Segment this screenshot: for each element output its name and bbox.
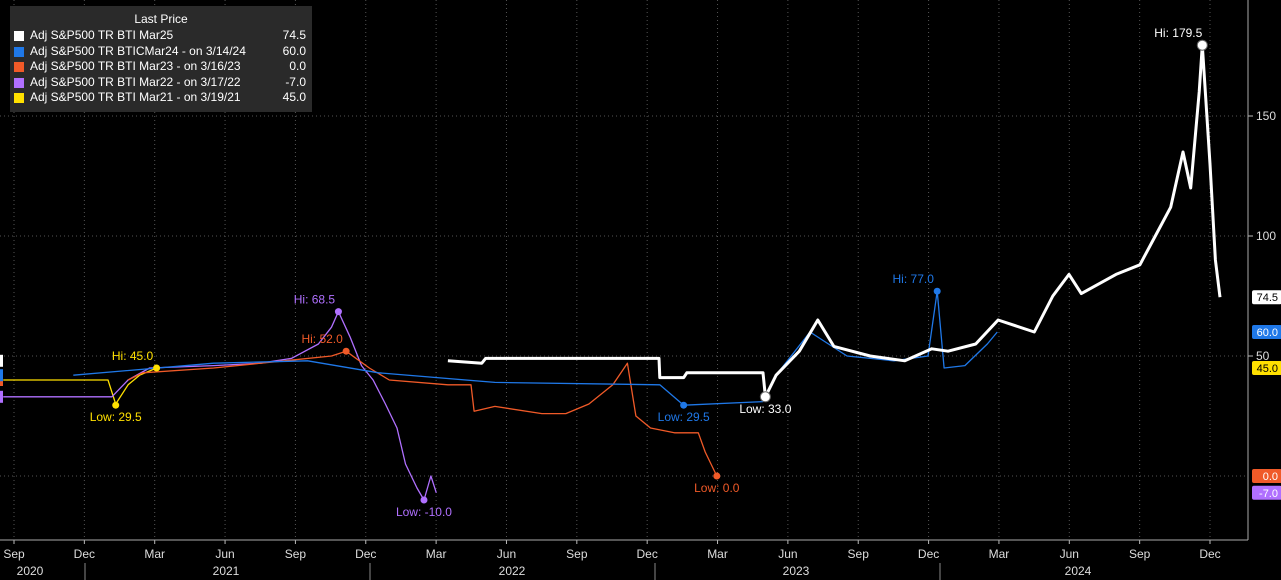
- legend-item-name: Adj S&P500 TR BTI Mar25: [30, 28, 174, 42]
- last-value-label: 60.0: [1257, 327, 1278, 339]
- annotation-label: Hi: 77.0: [893, 272, 935, 286]
- legend-item-value: 60.0: [282, 43, 306, 58]
- last-value-tag: [1252, 485, 1281, 500]
- annotation-marker: [680, 401, 688, 409]
- annotation-label: Hi: 45.0: [112, 349, 154, 363]
- legend-swatch: [14, 31, 24, 41]
- last-value-label: 74.5: [1257, 292, 1278, 304]
- x-tick-label: Dec: [918, 547, 939, 561]
- x-year-label: 2021: [213, 564, 240, 578]
- annotation-marker: [759, 391, 771, 403]
- annotation-marker: [713, 472, 721, 480]
- last-value-label: 0.0: [1263, 471, 1278, 483]
- annotation-label: Hi: 68.5: [294, 293, 336, 307]
- series-line: [3, 367, 157, 405]
- left-edge-marker: [0, 369, 3, 382]
- legend-item: Adj S&P500 TR BTI Mar25 74.5: [10, 28, 312, 44]
- series-line: [73, 290, 998, 406]
- annotation-marker: [420, 496, 428, 504]
- annotation-marker: [342, 347, 350, 355]
- annotation-marker: [334, 308, 342, 316]
- legend-item-name: Adj S&P500 TR BTI Mar23 - on 3/16/23: [30, 59, 241, 73]
- left-edge-marker: [0, 354, 3, 367]
- x-tick-label: Mar: [707, 547, 728, 561]
- legend-item: Adj S&P500 TR BTI Mar21 - on 3/19/21 45.…: [10, 90, 312, 106]
- x-tick-label: Mar: [989, 547, 1010, 561]
- last-value-label: 45.0: [1257, 363, 1278, 375]
- annotation-marker: [153, 364, 161, 372]
- annotation-label: Low: 33.0: [739, 402, 791, 416]
- legend-item-value: -7.0: [285, 74, 306, 89]
- x-tick-label: Sep: [848, 547, 870, 561]
- last-value-label: -7.0: [1259, 488, 1278, 500]
- legend-item: Adj S&P500 TR BTICMar24 - on 3/14/24 60.…: [10, 44, 312, 60]
- x-tick-label: Dec: [355, 547, 376, 561]
- x-tick-label: Dec: [637, 547, 658, 561]
- y-tick-label: 50: [1256, 349, 1270, 363]
- legend-item-name: Adj S&P500 TR BTICMar24 - on 3/14/24: [30, 43, 246, 58]
- x-year-label: 2024: [1065, 564, 1092, 578]
- x-tick-label: Sep: [3, 547, 25, 561]
- x-tick-label: Sep: [285, 547, 307, 561]
- legend-swatch: [14, 93, 24, 103]
- legend-item-value: 45.0: [282, 90, 306, 104]
- series-line: [447, 43, 1222, 399]
- series-line: [3, 310, 437, 501]
- annotation-label: Hi: 179.5: [1154, 26, 1202, 40]
- annotation-label: Low: 29.5: [658, 410, 710, 424]
- annotation-marker: [933, 287, 941, 295]
- annotation-label: Low: 29.5: [90, 410, 142, 424]
- legend-item: Adj S&P500 TR BTI Mar23 - on 3/16/23 0.0: [10, 59, 312, 75]
- legend-item-value: 74.5: [282, 28, 306, 42]
- legend-item: Adj S&P500 TR BTI Mar22 - on 3/17/22 -7.…: [10, 75, 312, 91]
- x-year-label: 2023: [783, 564, 810, 578]
- x-tick-label: Mar: [144, 547, 165, 561]
- x-tick-label: Jun: [778, 547, 797, 561]
- x-tick-label: Jun: [1060, 547, 1079, 561]
- last-value-tag: [1252, 325, 1281, 339]
- legend-swatch: [14, 62, 24, 72]
- annotation-marker: [1196, 39, 1208, 51]
- x-tick-label: Sep: [1129, 547, 1151, 561]
- last-value-tag: [1252, 469, 1281, 483]
- legend-swatch: [14, 77, 24, 88]
- series-line: [127, 350, 718, 477]
- chart-legend: Last Price Adj S&P500 TR BTI Mar25 74.5 …: [10, 6, 312, 112]
- x-year-label: 2020: [17, 564, 44, 578]
- y-tick-label: 150: [1256, 109, 1276, 123]
- annotation-label: Low: -10.0: [396, 505, 452, 519]
- annotation-label: Hi: 52.0: [301, 332, 343, 346]
- y-tick-label: 100: [1256, 229, 1276, 243]
- last-value-tag: [1252, 290, 1281, 305]
- legend-item-name: Adj S&P500 TR BTI Mar22 - on 3/17/22: [30, 74, 241, 89]
- legend-item-value: 0.0: [289, 59, 306, 73]
- legend-swatch: [14, 46, 24, 57]
- left-edge-marker: [0, 390, 3, 403]
- x-tick-label: Jun: [497, 547, 516, 561]
- annotation-marker: [112, 401, 120, 409]
- x-tick-label: Jun: [215, 547, 234, 561]
- legend-header: Last Price: [134, 12, 188, 26]
- x-tick-label: Mar: [426, 547, 447, 561]
- x-tick-label: Dec: [1199, 547, 1220, 561]
- legend-item-name: Adj S&P500 TR BTI Mar21 - on 3/19/21: [30, 90, 241, 104]
- last-value-tag: [1252, 361, 1281, 375]
- x-tick-label: Sep: [566, 547, 588, 561]
- x-year-label: 2022: [499, 564, 526, 578]
- annotation-label: Low: 0.0: [694, 481, 740, 495]
- x-tick-label: Dec: [74, 547, 95, 561]
